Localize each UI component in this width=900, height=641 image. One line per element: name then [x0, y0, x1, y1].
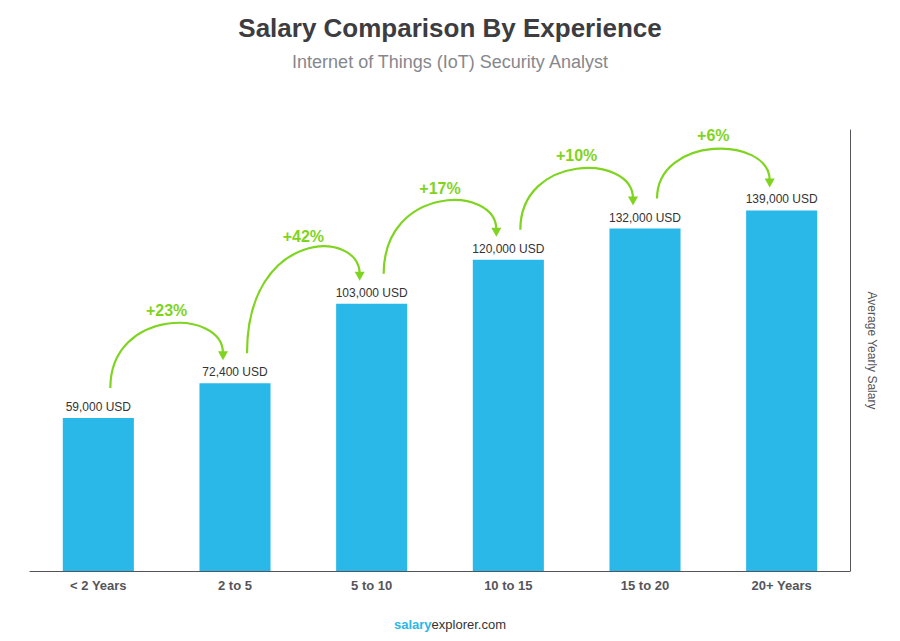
- svg-text:+10%: +10%: [556, 147, 597, 164]
- svg-text:Salary Comparison By Experienc: Salary Comparison By Experience: [238, 13, 661, 43]
- svg-text:+17%: +17%: [419, 180, 460, 197]
- svg-text:120,000 USD: 120,000 USD: [472, 242, 544, 256]
- svg-text:20+ Years: 20+ Years: [752, 578, 812, 593]
- svg-text:explorer.com: explorer.com: [432, 617, 506, 632]
- svg-text:+42%: +42%: [283, 228, 324, 245]
- svg-text:+6%: +6%: [697, 127, 729, 144]
- svg-text:59,000 USD: 59,000 USD: [66, 400, 132, 414]
- svg-text:5 to 10: 5 to 10: [351, 578, 392, 593]
- svg-text:< 2 Years: < 2 Years: [70, 578, 127, 593]
- svg-text:Average Yearly Salary: Average Yearly Salary: [865, 292, 879, 410]
- svg-text:132,000 USD: 132,000 USD: [609, 211, 681, 225]
- svg-text:72,400 USD: 72,400 USD: [202, 365, 268, 379]
- svg-text:15 to 20: 15 to 20: [621, 578, 669, 593]
- svg-text:2 to 5: 2 to 5: [218, 578, 252, 593]
- svg-text:139,000 USD: 139,000 USD: [746, 192, 818, 206]
- svg-text:103,000 USD: 103,000 USD: [336, 286, 408, 300]
- svg-text:salary: salary: [394, 617, 432, 632]
- svg-text:+23%: +23%: [146, 302, 187, 319]
- svg-text:Internet of Things (IoT) Secur: Internet of Things (IoT) Security Analys…: [292, 52, 608, 72]
- svg-text:10 to 15: 10 to 15: [484, 578, 532, 593]
